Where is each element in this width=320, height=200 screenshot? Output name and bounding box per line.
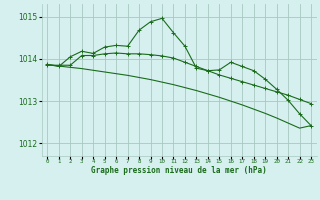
X-axis label: Graphe pression niveau de la mer (hPa): Graphe pression niveau de la mer (hPa) [91,166,267,175]
